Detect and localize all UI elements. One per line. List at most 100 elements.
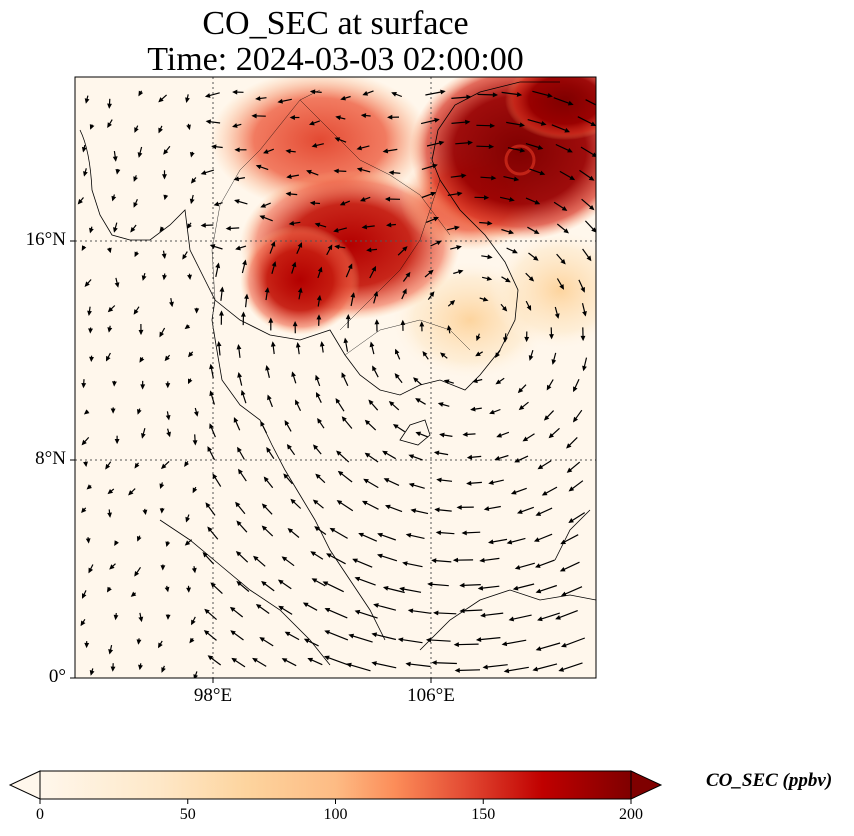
wind-arrow-head — [234, 199, 240, 204]
wind-arrow-head — [255, 164, 262, 170]
wind-arrow-head — [407, 608, 414, 614]
wind-arrow-head — [428, 269, 434, 275]
wind-arrow-head — [501, 641, 508, 647]
wind-arrow-head — [335, 398, 341, 404]
wind-arrow-head — [314, 526, 320, 532]
wind-arrow-head — [456, 504, 462, 510]
wind-arrow-head — [297, 242, 303, 248]
wind-arrow-head — [233, 417, 239, 423]
wind-arrow-head — [288, 220, 295, 226]
wind-arrow-head — [165, 614, 171, 620]
wind-arrow-head — [452, 557, 459, 563]
wind-arrow-head — [413, 377, 419, 383]
wind-arrow — [585, 99, 596, 106]
wind-arrow — [502, 639, 527, 645]
wind-arrow-head — [277, 579, 284, 585]
wind-arrow-head — [237, 372, 243, 378]
map-frame — [74, 76, 597, 679]
wind-arrow-head — [360, 113, 367, 119]
wind-arrow-head — [472, 378, 478, 384]
wind-arrow-head — [107, 306, 114, 313]
wind-arrow-head — [212, 473, 218, 480]
wind-arrow-head — [524, 336, 530, 343]
wind-arrow-head — [207, 446, 213, 452]
wind-arrow-head — [303, 638, 310, 644]
coastlines — [79, 81, 596, 666]
wind-arrow-head — [368, 399, 374, 405]
wind-arrow-head — [566, 467, 573, 473]
wind-arrow-head — [270, 341, 276, 347]
wind-arrow — [347, 663, 371, 672]
wind-arrow-head — [487, 220, 493, 226]
wind-arrow-head — [229, 606, 236, 612]
wind-arrow-head — [539, 170, 546, 176]
wind-arrow-head — [567, 100, 574, 106]
wind-arrow-head — [209, 363, 214, 370]
wind-arrow-head — [372, 365, 377, 372]
wind-arrow-head — [591, 227, 596, 233]
wind-arrow-head — [399, 586, 405, 592]
wind-arrow-head — [580, 335, 586, 342]
wind-arrow-head — [514, 457, 520, 463]
wind-arrow-head — [323, 655, 330, 661]
wind-arrow-head — [425, 637, 432, 643]
wind-arrow-head — [475, 351, 481, 357]
wind-arrow-head — [110, 408, 116, 414]
wind-arrow-head — [84, 98, 90, 104]
wind-arrow-head — [439, 432, 445, 438]
wind-arrow-head — [114, 540, 119, 547]
wind-arrow-head — [337, 470, 344, 477]
wind-arrow-head — [466, 94, 472, 100]
wind-arrow-head — [461, 530, 467, 536]
wind-arrow-head — [193, 411, 199, 417]
wind-arrow-head — [160, 565, 166, 571]
wind-arrow-head — [138, 329, 144, 336]
wind-arrow-head — [506, 539, 513, 545]
wind-arrow-head — [204, 608, 210, 614]
co-concentration-field — [210, 77, 596, 380]
wind-arrow-head — [87, 310, 92, 317]
wind-arrow-head — [512, 248, 518, 254]
wind-arrow-head — [324, 607, 331, 613]
wind-arrow-head — [554, 313, 560, 319]
wind-arrow-head — [480, 612, 486, 618]
wind-arrow-head — [415, 398, 421, 403]
wind-arrow-head — [356, 145, 362, 151]
wind-arrow-head — [314, 222, 321, 228]
wind-arrow-head — [382, 586, 389, 591]
wind-arrow-head — [345, 314, 351, 320]
wind-arrow-head — [384, 196, 391, 202]
wind-arrow — [477, 637, 501, 641]
wind-arrow — [325, 656, 349, 666]
wind-arrow-head — [114, 282, 120, 288]
wind-arrow-head — [560, 259, 566, 265]
wind-arrow-head — [311, 578, 318, 583]
wind-arrow-head — [555, 615, 561, 620]
wind-arrow-head — [260, 203, 267, 208]
wind-arrow-head — [157, 642, 163, 649]
colorbar-tick-50: 50 — [179, 806, 196, 823]
wind-arrow-head — [207, 526, 213, 533]
wind-arrow — [556, 610, 578, 620]
wind-arrow-head — [343, 337, 349, 344]
wind-arrow-head — [191, 619, 196, 626]
wind-arrow-head — [169, 301, 174, 308]
wind-arrow-head — [479, 557, 485, 563]
wind-arrow-head — [187, 274, 192, 280]
wind-arrow-head — [366, 247, 372, 253]
wind-arrow-head — [535, 646, 542, 651]
wind-arrow-head — [402, 561, 408, 566]
wind-arrow-head — [107, 488, 114, 495]
wind-arrow — [399, 638, 423, 644]
axis-ticks — [70, 240, 432, 683]
wind-arrow-head — [85, 538, 91, 544]
wind-arrow-head — [219, 286, 225, 292]
wind-arrow-head — [459, 608, 465, 614]
wind-arrow-head — [483, 195, 490, 201]
wind-arrow-head — [207, 655, 214, 661]
wind-arrow-head — [136, 535, 142, 542]
wind-arrow — [538, 612, 560, 621]
wind-arrow-head — [348, 633, 355, 639]
wind-arrow-head — [329, 527, 336, 533]
wind-arrow-head — [559, 284, 565, 290]
